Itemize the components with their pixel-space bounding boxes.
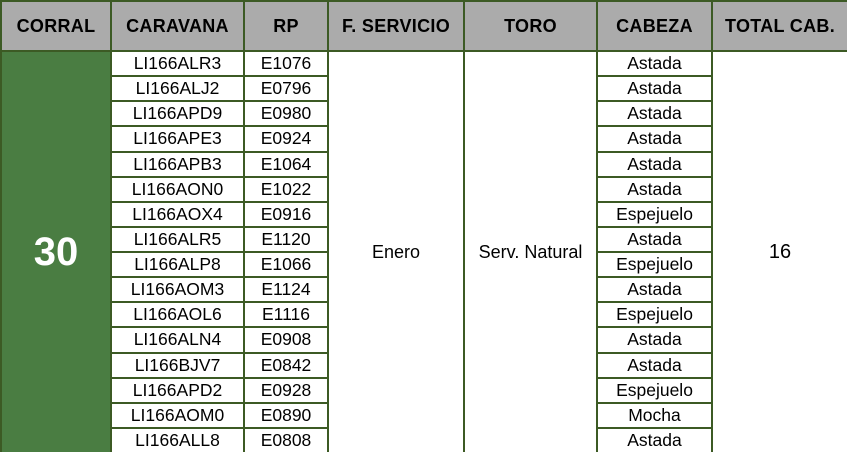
rp-cell[interactable]: E1064 [245,152,327,176]
caravana-cell[interactable]: LI166AON0 [112,177,243,201]
header-rp[interactable]: RP [245,2,327,50]
rp-cell[interactable]: E1022 [245,177,327,201]
header-cabeza[interactable]: CABEZA [598,2,711,50]
header-corral[interactable]: CORRAL [2,2,110,50]
caravana-cell[interactable]: LI166APD2 [112,378,243,402]
cabeza-cell[interactable]: Astada [598,77,711,101]
table-body: 30 LI166ALR3 LI166ALJ2 LI166APD9 LI166APE3 L… [2,52,847,452]
cabeza-cell[interactable]: Astada [598,353,711,377]
cabeza-cell[interactable]: Astada [598,52,711,76]
caravana-column: LI166ALR3 LI166ALJ2 LI166APD9 LI166APE3 LI16… [112,52,243,452]
caravana-cell[interactable]: LI166AOM0 [112,403,243,427]
rp-cell[interactable]: E1066 [245,253,327,277]
caravana-cell[interactable]: LI166ALL8 [112,428,243,452]
rp-cell[interactable]: E0842 [245,353,327,377]
rp-cell[interactable]: E0796 [245,77,327,101]
caravana-cell[interactable]: LI166APE3 [112,127,243,151]
corral-number-cell[interactable]: 30 [2,52,110,452]
cabeza-cell[interactable]: Astada [598,102,711,126]
caravana-cell[interactable]: LI166APD9 [112,102,243,126]
rp-column: E1076 E0796 E0980 E0924 E1064 E1022 E0916 E1120… [245,52,327,452]
caravana-cell[interactable]: LI166AOM3 [112,278,243,302]
rp-cell[interactable]: E0916 [245,202,327,226]
toro-cell[interactable]: Serv. Natural [465,52,596,452]
caravana-cell[interactable]: LI166ALR3 [112,52,243,76]
caravana-cell[interactable]: LI166ALJ2 [112,77,243,101]
caravana-cell[interactable]: LI166AOL6 [112,303,243,327]
header-caravana[interactable]: CARAVANA [112,2,243,50]
cabeza-cell[interactable]: Astada [598,328,711,352]
table-header-row: CORRAL CARAVANA RP F. SERVICIO TORO CABE… [2,2,847,50]
cabeza-cell[interactable]: Astada [598,428,711,452]
caravana-cell[interactable]: LI166AOX4 [112,202,243,226]
rp-cell[interactable]: E1120 [245,227,327,251]
rp-cell[interactable]: E0980 [245,102,327,126]
rp-cell[interactable]: E0924 [245,127,327,151]
cabeza-cell[interactable]: Astada [598,177,711,201]
cabeza-cell[interactable]: Espejuelo [598,303,711,327]
cabeza-cell[interactable]: Astada [598,127,711,151]
f-servicio-cell[interactable]: Enero [329,52,463,452]
cabeza-cell[interactable]: Astada [598,152,711,176]
rp-cell[interactable]: E1076 [245,52,327,76]
caravana-cell[interactable]: LI166BJV7 [112,353,243,377]
caravana-cell[interactable]: LI166APB3 [112,152,243,176]
cabeza-cell[interactable]: Espejuelo [598,253,711,277]
rp-cell[interactable]: E0808 [245,428,327,452]
rp-cell[interactable]: E1116 [245,303,327,327]
cabeza-cell[interactable]: Astada [598,227,711,251]
header-toro[interactable]: TORO [465,2,596,50]
cabeza-cell[interactable]: Mocha [598,403,711,427]
rp-cell[interactable]: E0890 [245,403,327,427]
header-f-servicio[interactable]: F. SERVICIO [329,2,463,50]
rp-cell[interactable]: E0928 [245,378,327,402]
caravana-cell[interactable]: LI166ALR5 [112,227,243,251]
rp-cell[interactable]: E1124 [245,278,327,302]
cabeza-column: Astada Astada Astada Astada Astada Astada Espe… [598,52,711,452]
cabeza-cell[interactable]: Espejuelo [598,378,711,402]
rp-cell[interactable]: E0908 [245,328,327,352]
total-cab-cell[interactable]: 16 [713,52,847,452]
cabeza-cell[interactable]: Astada [598,278,711,302]
caravana-cell[interactable]: LI166ALN4 [112,328,243,352]
header-total-cab[interactable]: TOTAL CAB. [713,2,847,50]
caravana-cell[interactable]: LI166ALP8 [112,253,243,277]
cabeza-cell[interactable]: Espejuelo [598,202,711,226]
